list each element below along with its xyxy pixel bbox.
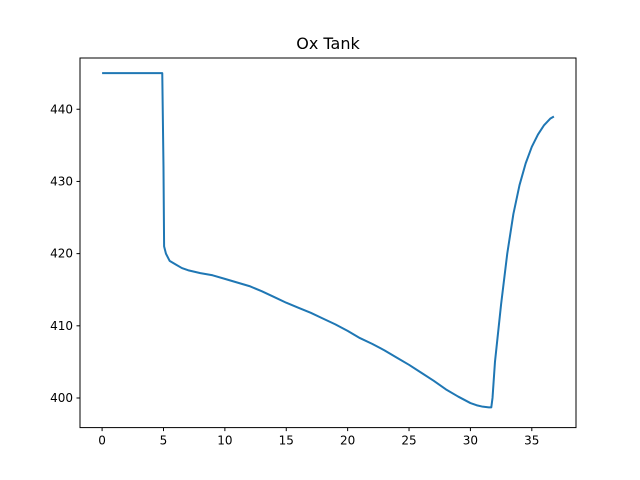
x-tick-label: 30 <box>463 434 478 448</box>
plot-frame <box>79 57 577 429</box>
y-tick-label: 440 <box>50 102 73 116</box>
x-tick-label: 25 <box>401 434 416 448</box>
series-line-0 <box>102 72 555 409</box>
y-tick-label: 420 <box>50 247 73 261</box>
x-tick-label: 35 <box>524 434 539 448</box>
x-tick-label: 15 <box>279 434 294 448</box>
x-tick-label: 0 <box>98 434 106 448</box>
y-tick-label: 400 <box>50 391 73 405</box>
chart-title: Ox Tank <box>296 34 360 53</box>
y-tick-label: 430 <box>50 174 73 188</box>
x-tick-label: 5 <box>160 434 168 448</box>
y-tick-label: 410 <box>50 319 73 333</box>
x-tick-label: 10 <box>217 434 232 448</box>
x-tick-label: 20 <box>340 434 355 448</box>
